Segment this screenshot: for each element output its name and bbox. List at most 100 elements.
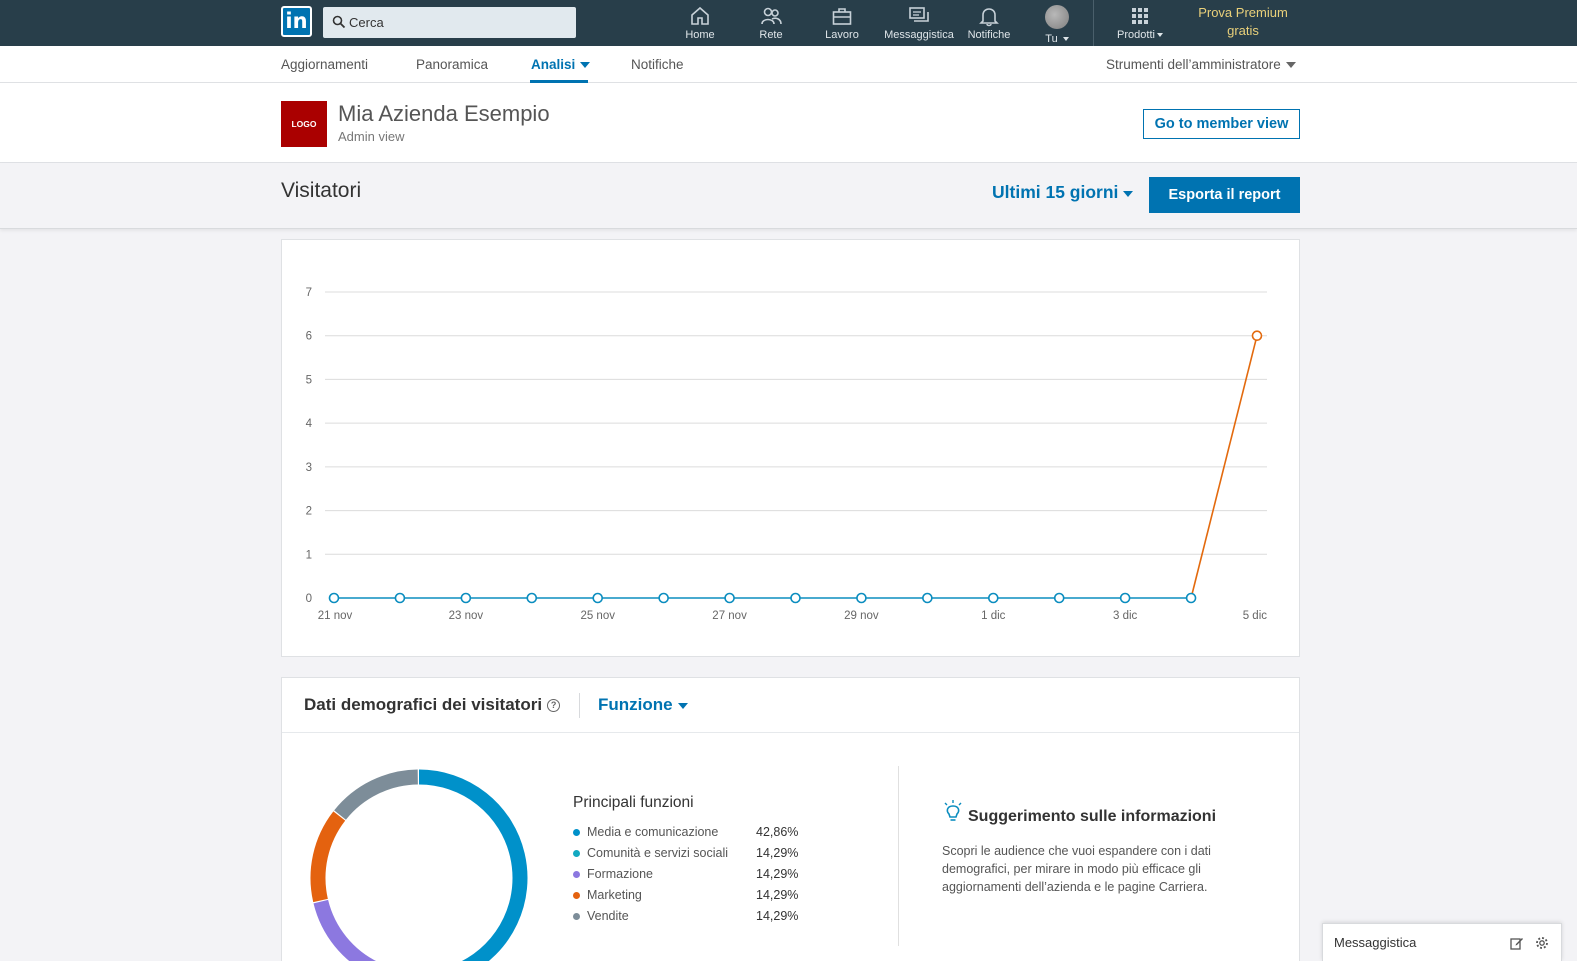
legend-name: Comunità e servizi sociali bbox=[587, 846, 729, 860]
legend-item: Vendite 14,29% bbox=[573, 907, 813, 928]
premium-link[interactable]: Prova Premium gratis bbox=[1189, 4, 1297, 40]
donut-slice[interactable] bbox=[334, 769, 419, 820]
nav-jobs-label: Lavoro bbox=[825, 29, 859, 41]
section-divider bbox=[898, 766, 899, 946]
legend-pct: 14,29% bbox=[756, 888, 799, 902]
company-subtitle: Admin view bbox=[338, 129, 405, 144]
data-point[interactable] bbox=[526, 592, 538, 604]
y-tick-label: 2 bbox=[306, 506, 312, 518]
tab-notifications[interactable]: Notifiche bbox=[631, 57, 684, 72]
data-point[interactable] bbox=[328, 592, 340, 604]
x-tick-label: 25 nov bbox=[580, 610, 615, 622]
company-name: Mia Azienda Esempio bbox=[338, 101, 550, 126]
visitors-header: Visitatori Ultimi 15 giorni Esporta il r… bbox=[0, 163, 1577, 229]
data-point[interactable] bbox=[394, 592, 406, 604]
data-point[interactable] bbox=[790, 592, 801, 604]
chevron-down-icon bbox=[677, 703, 688, 709]
visitors-chart-card: 0 1 2 3 4 5 6 7 21 nov 23 nov 25 nov 27 nov 29 nov 1 … bbox=[281, 239, 1300, 657]
legend-dot bbox=[573, 871, 580, 878]
legend-dot bbox=[573, 892, 580, 899]
tab-updates[interactable]: Aggiornamenti bbox=[281, 57, 369, 72]
search-icon bbox=[332, 15, 346, 29]
y-tick-label: 4 bbox=[306, 418, 313, 430]
x-tick-label: 23 nov bbox=[449, 610, 484, 622]
nav-jobs[interactable]: Lavoro bbox=[816, 5, 868, 43]
chevron-down-icon bbox=[1156, 33, 1163, 37]
legend-item: Media e comunicazione 42,86% bbox=[573, 823, 813, 844]
messaging-overlay[interactable]: Messaggistica bbox=[1322, 923, 1562, 961]
member-view-button[interactable]: Go to member view bbox=[1143, 109, 1300, 139]
linkedin-logo[interactable]: in bbox=[281, 6, 312, 37]
data-point[interactable] bbox=[856, 592, 867, 604]
messaging-icon bbox=[909, 7, 929, 22]
admin-tools-label: Strumenti dell’amministratore bbox=[1106, 57, 1281, 72]
page-title: Visitatori bbox=[281, 179, 362, 202]
data-point[interactable] bbox=[658, 592, 669, 604]
messaging-label: Messaggistica bbox=[1334, 935, 1417, 950]
help-icon[interactable]: ? bbox=[547, 699, 561, 712]
nav-home-label: Home bbox=[685, 29, 715, 41]
donut-slice[interactable] bbox=[310, 811, 346, 903]
donut-slice[interactable] bbox=[313, 899, 377, 961]
nav-notifications[interactable]: Notifiche bbox=[960, 5, 1018, 43]
company-header: LOGO Mia Azienda Esempio Admin view Go t… bbox=[0, 83, 1577, 163]
legend-dot bbox=[573, 850, 580, 857]
data-point[interactable] bbox=[922, 592, 933, 604]
admin-tools-menu[interactable]: Strumenti dell’amministratore bbox=[1106, 57, 1296, 72]
nav-home[interactable]: Home bbox=[674, 5, 726, 43]
nav-messaging[interactable]: Messaggistica bbox=[877, 5, 961, 43]
search-box[interactable] bbox=[323, 7, 576, 38]
data-point[interactable] bbox=[1251, 330, 1263, 342]
nav-network[interactable]: Rete bbox=[745, 5, 797, 43]
gear-icon[interactable] bbox=[1535, 936, 1549, 950]
tab-overview[interactable]: Panoramica bbox=[416, 57, 489, 72]
period-selector[interactable]: Ultimi 15 giorni bbox=[992, 182, 1134, 203]
data-point[interactable] bbox=[987, 592, 999, 604]
chevron-down-icon bbox=[1285, 62, 1296, 68]
chevron-down-icon bbox=[580, 62, 591, 68]
data-point[interactable] bbox=[1119, 592, 1131, 604]
tab-analytics[interactable]: Analisi bbox=[531, 57, 591, 72]
data-point[interactable] bbox=[1053, 592, 1065, 604]
legend-dot bbox=[573, 913, 580, 920]
x-tick-label: 21 nov bbox=[318, 610, 353, 622]
y-tick-label: 7 bbox=[306, 287, 312, 299]
legend-pct: 42,86% bbox=[756, 825, 799, 839]
nav-products[interactable]: Prodotti bbox=[1107, 5, 1173, 43]
donut-slice[interactable] bbox=[418, 769, 528, 961]
compose-icon[interactable] bbox=[1510, 936, 1524, 950]
nav-notifications-label: Notifiche bbox=[967, 29, 1011, 41]
global-nav: in Home Rete Lavoro Messaggistica Notifi… bbox=[0, 0, 1577, 46]
legend-name: Media e comunicazione bbox=[587, 825, 719, 839]
nav-messaging-label: Messaggistica bbox=[884, 29, 954, 41]
legend-name: Marketing bbox=[587, 888, 642, 902]
function-selector[interactable]: Funzione bbox=[598, 695, 688, 715]
nav-me-label-wrap: Tu bbox=[1033, 33, 1081, 45]
function-donut-chart bbox=[310, 769, 528, 961]
demographics-title: Dati demografici dei visitatori bbox=[304, 695, 543, 714]
data-point[interactable] bbox=[592, 592, 604, 604]
export-report-button[interactable]: Esporta il report bbox=[1149, 177, 1300, 213]
y-tick-label: 1 bbox=[306, 549, 312, 561]
grid-icon bbox=[1132, 8, 1148, 24]
nav-me[interactable]: Tu bbox=[1033, 5, 1081, 45]
y-tick-label: 0 bbox=[306, 593, 312, 605]
header-divider bbox=[579, 693, 580, 718]
x-tick-label: 3 dic bbox=[1113, 610, 1138, 622]
lightbulb-icon bbox=[944, 800, 962, 821]
functions-legend: Media e comunicazione 42,86% Comunità e s… bbox=[573, 823, 813, 928]
chevron-down-icon bbox=[1123, 191, 1134, 197]
data-point[interactable] bbox=[460, 592, 472, 604]
data-point[interactable] bbox=[724, 592, 735, 604]
bell-icon bbox=[979, 8, 999, 27]
data-point[interactable] bbox=[1185, 592, 1197, 604]
y-tick-label: 5 bbox=[306, 374, 312, 386]
x-tick-label: 29 nov bbox=[844, 610, 879, 622]
legend-pct: 14,29% bbox=[756, 846, 799, 860]
premium-line2: gratis bbox=[1227, 23, 1259, 38]
x-tick-label: 5 dic bbox=[1243, 610, 1268, 622]
legend-pct: 14,29% bbox=[756, 867, 799, 881]
legend-item: Formazione 14,29% bbox=[573, 865, 813, 886]
search-input[interactable] bbox=[349, 7, 569, 38]
top-functions-title: Principali funzioni bbox=[573, 794, 694, 811]
